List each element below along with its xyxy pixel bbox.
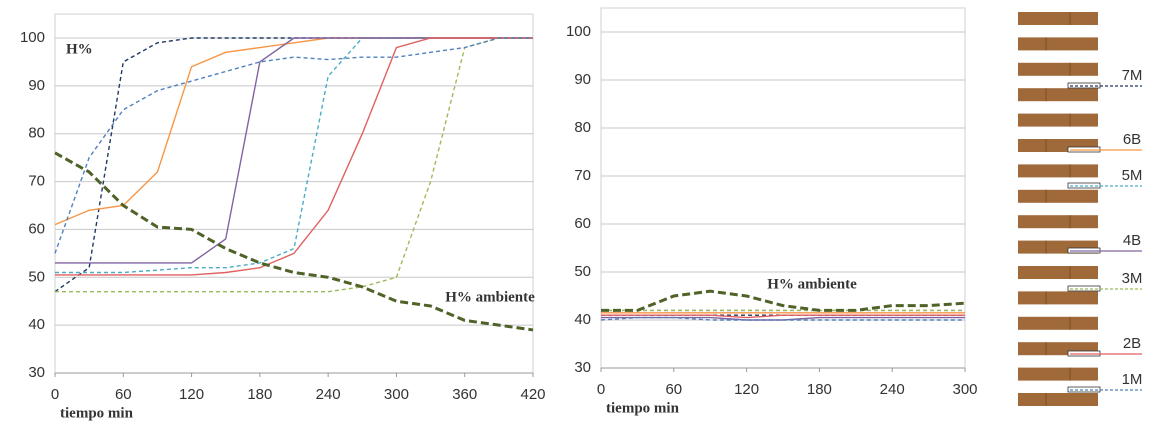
- y-tick-label: 40: [28, 316, 45, 333]
- brick-row: [1018, 88, 1098, 102]
- chart-title: H%: [66, 41, 93, 57]
- brick-row: [1018, 316, 1098, 330]
- y-tick-label: 30: [574, 359, 591, 376]
- y-tick-label: 50: [28, 268, 45, 285]
- x-tick-label: 120: [734, 381, 759, 398]
- data-line: [55, 37, 533, 274]
- y-tick-label: 60: [28, 220, 45, 237]
- y-tick-label: 80: [28, 125, 45, 142]
- data-line: [54, 37, 533, 226]
- x-tick-label: 240: [316, 386, 341, 403]
- x-tick-label: 420: [520, 386, 545, 403]
- y-tick-label: 60: [574, 215, 591, 232]
- annotation: H% ambiente: [767, 276, 857, 292]
- x-tick-label: 60: [665, 381, 682, 398]
- y-tick-label: 50: [574, 263, 591, 280]
- sensor-label: 5M: [1122, 167, 1143, 184]
- y-tick-label: 100: [20, 29, 45, 46]
- data-line: [55, 37, 533, 293]
- data-line: [601, 314, 965, 319]
- x-axis-label: tiempo min: [606, 400, 680, 416]
- brick-row: [1018, 266, 1098, 279]
- brick-row: [1018, 189, 1098, 203]
- x-tick-label: 180: [247, 386, 272, 403]
- sensor-label: 1M: [1122, 371, 1143, 388]
- x-tick-label: 300: [384, 386, 409, 403]
- y-tick-label: 70: [28, 173, 45, 190]
- y-tick-label: 70: [574, 167, 591, 184]
- x-tick-label: 0: [51, 386, 59, 403]
- sensor-label: 4B: [1123, 232, 1141, 249]
- brick-row: [1018, 367, 1098, 381]
- x-tick-label: 180: [807, 381, 832, 398]
- y-tick-label: 90: [28, 77, 45, 94]
- x-axis-label: tiempo min: [60, 405, 134, 421]
- y-tick-label: 90: [574, 71, 591, 88]
- brick-row: [1018, 113, 1098, 127]
- data-line: [55, 37, 533, 276]
- x-tick-label: 300: [952, 381, 977, 398]
- brick-row: [1018, 164, 1098, 178]
- x-tick-label: 60: [115, 386, 132, 403]
- data-line: [54, 151, 534, 332]
- x-tick-label: 240: [880, 381, 905, 398]
- y-tick-label: 100: [566, 23, 591, 40]
- brick-row: [1018, 62, 1098, 76]
- x-tick-label: 360: [452, 386, 477, 403]
- brick-row: [1018, 215, 1098, 229]
- y-tick-label: 30: [28, 364, 45, 381]
- brick-row: [1018, 291, 1098, 305]
- x-tick-label: 120: [179, 386, 204, 403]
- data-line: [54, 37, 533, 254]
- data-line: [600, 316, 965, 321]
- brick-row: [1018, 12, 1098, 25]
- brick-row: [1018, 37, 1098, 51]
- brick-row: [1018, 393, 1098, 406]
- y-tick-label: 40: [574, 311, 591, 328]
- sensor-label: 3M: [1122, 270, 1143, 287]
- plot-frame: [600, 7, 966, 369]
- sensor-label: 2B: [1123, 335, 1141, 352]
- data-line: [601, 289, 966, 312]
- x-tick-label: 0: [597, 381, 605, 398]
- sensor-label: 7M: [1122, 67, 1143, 84]
- sensor-label: 6B: [1123, 131, 1141, 148]
- annotation: H% ambiente: [445, 289, 535, 305]
- y-tick-label: 80: [574, 119, 591, 136]
